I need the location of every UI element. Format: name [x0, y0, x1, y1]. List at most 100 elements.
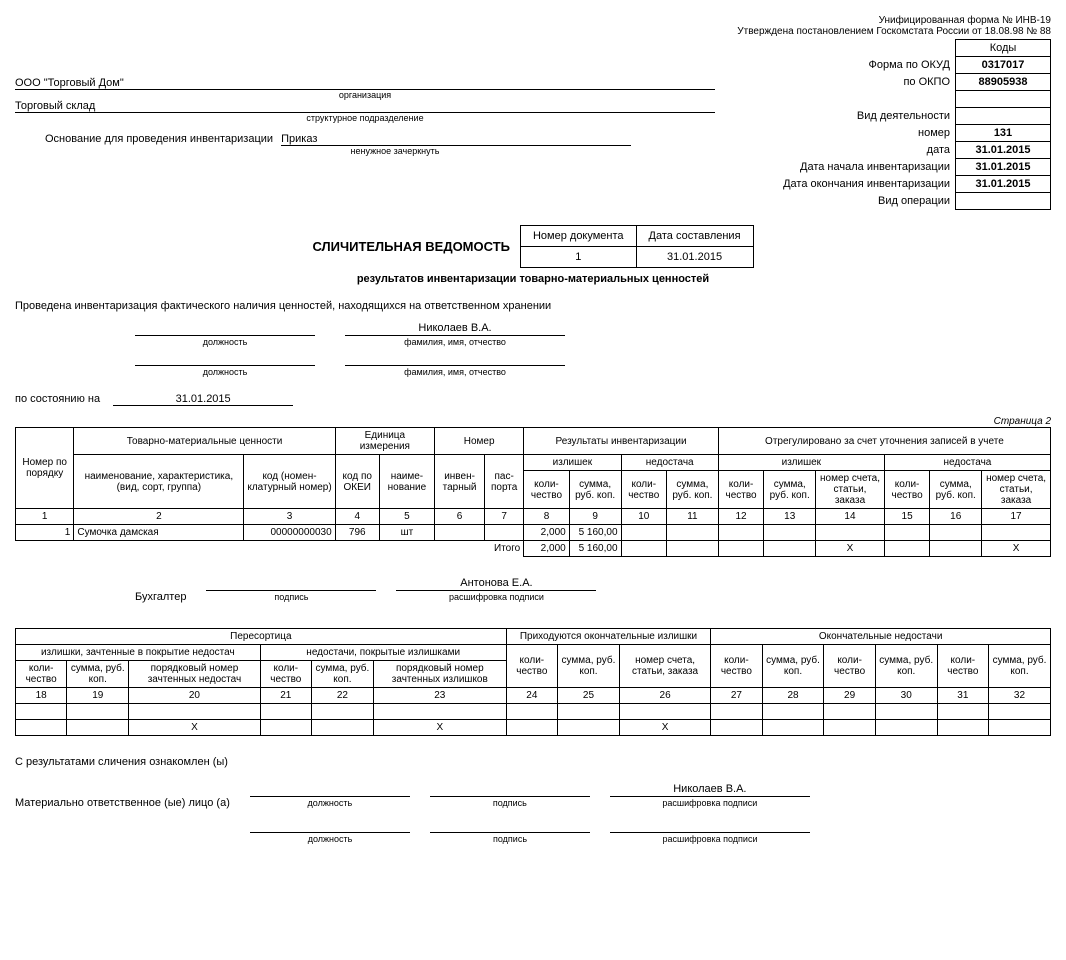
number-value: 131: [956, 125, 1051, 142]
r1-okei: 796: [335, 525, 379, 541]
r2-30: [875, 704, 937, 720]
t16: [930, 541, 982, 557]
r1-c9: 5 160,00: [569, 525, 621, 541]
title-section: СЛИЧИТЕЛЬНАЯ ВЕДОМОСТЬ Номер документа Д…: [15, 225, 1051, 285]
r1-c8: 2,000: [524, 525, 569, 541]
c17: 17: [982, 509, 1051, 525]
c10: 10: [621, 509, 666, 525]
h-results: Результаты инвентаризации: [524, 428, 719, 455]
resp-label: Материально ответственное (ые) лицо (а): [15, 797, 230, 809]
c9: 9: [569, 509, 621, 525]
basis-value: Приказ: [281, 133, 631, 146]
title-main: СЛИЧИТЕЛЬНАЯ ВЕДОМОСТЬ: [312, 239, 510, 254]
h-q15: коли-чество: [884, 471, 929, 509]
h-peresort: Пересортица: [16, 629, 507, 645]
r1-inv: [435, 525, 485, 541]
d32: 32: [988, 688, 1050, 704]
c1: 1: [16, 509, 74, 525]
c7: 7: [485, 509, 524, 525]
r1-c15: [884, 525, 929, 541]
activity-value: [956, 108, 1051, 125]
r3-30: [875, 720, 937, 736]
h2-a26: номер счета, статьи, заказа: [619, 645, 710, 688]
state-date: 31.01.2015: [113, 393, 293, 406]
f-sig2-sub: подпись: [493, 834, 527, 844]
r2-31: [937, 704, 988, 720]
c16: 16: [930, 509, 982, 525]
pos2: [135, 352, 315, 366]
h-inv: инвен-тарный: [435, 455, 485, 509]
blank-cell-1: [956, 91, 1051, 108]
r3-22: [311, 720, 373, 736]
acc-sig: [206, 577, 376, 591]
fio1: Николаев В.А.: [345, 322, 565, 336]
h-a14: номер счета, статьи, заказа: [816, 471, 885, 509]
r1-c11: [667, 525, 719, 541]
h2-q27: коли-чество: [711, 645, 762, 688]
total-label: Итого: [16, 541, 524, 557]
d20: 20: [129, 688, 260, 704]
h-s16: сумма, руб. коп.: [930, 471, 982, 509]
r3-21: [260, 720, 311, 736]
h-code: код (номен-клатурный номер): [244, 455, 335, 509]
op-label: Вид операции: [775, 193, 955, 210]
d27: 27: [711, 688, 762, 704]
r2-24: [506, 704, 557, 720]
c6: 6: [435, 509, 485, 525]
h2-s32: сумма, руб. коп.: [988, 645, 1050, 688]
h-surplus2: излишек: [718, 455, 884, 471]
h-adj: Отрегулировано за счет уточнения записей…: [718, 428, 1050, 455]
d18: 18: [16, 688, 67, 704]
doc-num: 1: [520, 247, 636, 268]
acc-name: Антонова Е.А.: [396, 577, 596, 591]
okpo-label: по ОКПО: [775, 74, 955, 91]
h-num: Номер: [435, 428, 524, 455]
r1-c10: [621, 525, 666, 541]
op-value: [956, 193, 1051, 210]
activity-label: Вид деятельности: [775, 108, 955, 125]
r2-23: [373, 704, 506, 720]
h-q12: коли-чество: [718, 471, 763, 509]
d31: 31: [937, 688, 988, 704]
r1-uname: шт: [379, 525, 434, 541]
f-fio2-sub: расшифровка подписи: [663, 834, 758, 844]
f-fio1-sub: расшифровка подписи: [662, 798, 757, 808]
h-short1: недостача: [621, 455, 718, 471]
t17: X: [982, 541, 1051, 557]
d25: 25: [557, 688, 619, 704]
date-value: 31.01.2015: [956, 142, 1051, 159]
h-s11: сумма, руб. коп.: [667, 471, 719, 509]
f-sig1-sub: подпись: [493, 798, 527, 808]
doc-date: 31.01.2015: [636, 247, 753, 268]
acc-name-sub: расшифровка подписи: [449, 592, 544, 602]
state-label: по состоянию на: [15, 393, 100, 405]
h-final: Окончательные недостачи: [711, 629, 1051, 645]
h2-s22: сумма, руб. коп.: [311, 661, 373, 688]
h-unit: Единица измерения: [335, 428, 434, 455]
h2-o20: порядковый номер зачтенных недостач: [129, 661, 260, 688]
r1-code: 00000000030: [244, 525, 335, 541]
unit-name: Торговый склад: [15, 100, 715, 113]
r1-n: 1: [16, 525, 74, 541]
r3-25: [557, 720, 619, 736]
basis-label: Основание для проведения инвентаризации: [45, 133, 273, 145]
c11: 11: [667, 509, 719, 525]
c8: 8: [524, 509, 569, 525]
d28: 28: [762, 688, 824, 704]
r1-c12: [718, 525, 763, 541]
r2-18: [16, 704, 67, 720]
d22: 22: [311, 688, 373, 704]
r3-20: X: [129, 720, 260, 736]
h2-q31: коли-чество: [937, 645, 988, 688]
okud-value: 0317017: [956, 57, 1051, 74]
unit-sub: структурное подразделение: [15, 113, 715, 123]
h-prihod: Приходуются окончательные излишки: [506, 629, 711, 645]
t11: [667, 541, 719, 557]
end-label: Дата окончания инвентаризации: [775, 176, 955, 193]
h2-q18: коли-чество: [16, 661, 67, 688]
acc-sig-sub: подпись: [274, 592, 308, 602]
second-table: Пересортица Приходуются окончательные из…: [15, 628, 1051, 736]
r3-32: [988, 720, 1050, 736]
pos1-sub: должность: [203, 337, 248, 347]
d23: 23: [373, 688, 506, 704]
